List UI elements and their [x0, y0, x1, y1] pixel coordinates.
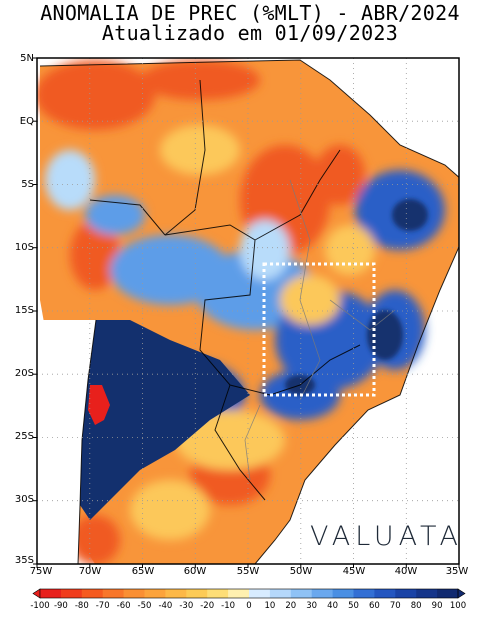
colorbar-swatch	[395, 589, 417, 598]
colorbar-swatch	[437, 589, 459, 598]
lat-label-20s: 20S	[14, 368, 34, 379]
colorbar-swatch	[40, 589, 62, 598]
colorbar-min-arrow	[32, 588, 41, 599]
map-title: ANOMALIA DE PREC (%MLT) - ABR/2024	[40, 1, 460, 25]
colorbar-swatch	[186, 589, 208, 598]
colorbar-tick-label: -60	[116, 601, 131, 611]
lat-label-25s: 25S	[14, 431, 34, 442]
colorbar-tick-label: 80	[410, 601, 422, 611]
colorbar-max-arrow	[457, 588, 466, 599]
colorbar-swatch	[374, 589, 396, 598]
valuata-logo-text: VALUATA	[310, 521, 463, 552]
lon-label-40w: 40W	[394, 566, 418, 577]
lat-label-15s: 15S	[14, 305, 34, 316]
colorbar-tick-label: 60	[368, 601, 380, 611]
colorbar-tick-label: -100	[30, 601, 50, 611]
highlight-region-box	[262, 262, 376, 397]
colorbar-tick-label: 100	[449, 601, 467, 611]
lon-label-75w: 75W	[29, 566, 53, 577]
colorbar-tick-label: -50	[137, 601, 152, 611]
colorbar-tick-label: 50	[348, 601, 359, 611]
colorbar-swatch	[416, 589, 438, 598]
lat-label-eq: EQ	[19, 116, 34, 127]
anomaly-field	[37, 58, 459, 564]
colorbar	[32, 588, 466, 599]
colorbar-tick-label: -90	[53, 601, 68, 611]
colorbar-tick-label: -10	[221, 601, 236, 611]
lat-label-35s: 35S	[14, 555, 34, 566]
colorbar-swatch	[353, 589, 375, 598]
colorbar-tick-label: -80	[74, 601, 89, 611]
colorbar-swatch	[81, 589, 104, 598]
grid-lines	[37, 58, 459, 564]
colorbar-tick-label: -30	[179, 601, 194, 611]
colorbar-tick-label: 20	[285, 601, 297, 611]
colorbar-swatch	[123, 589, 145, 598]
lat-label-30s: 30S	[14, 494, 34, 505]
colorbar-swatch	[228, 589, 250, 598]
colorbar-swatch	[290, 589, 313, 598]
lon-label-65w: 65W	[131, 566, 155, 577]
lon-label-70w: 70W	[78, 566, 102, 577]
colorbar-swatch	[269, 589, 292, 598]
colorbar-tick-label: 40	[327, 601, 338, 611]
lon-label-45w: 45W	[342, 566, 366, 577]
colorbar-tick-label: 10	[264, 601, 276, 611]
lon-label-60w: 60W	[183, 566, 207, 577]
colorbar-tick-label: 30	[306, 601, 318, 611]
colorbar-swatch	[249, 589, 271, 598]
west-strong-wet-zone	[80, 320, 250, 520]
colorbar-swatch	[207, 589, 229, 598]
colorbar-swatch	[102, 589, 124, 598]
lat-label-10s: 10S	[14, 242, 34, 253]
colorbar-swatch	[60, 589, 83, 598]
map-subtitle: Atualizado em 01/09/2023	[101, 21, 399, 45]
colorbar-tick-label: -40	[158, 601, 173, 611]
colorbar-tick-label: 70	[389, 601, 401, 611]
colorbar-swatch	[311, 589, 333, 598]
colorbar-swatch	[165, 589, 187, 598]
lon-label-35w: 35W	[445, 566, 469, 577]
lon-label-55w: 55W	[236, 566, 260, 577]
colorbar-swatch	[144, 589, 166, 598]
colorbar-tick-label: -70	[95, 601, 110, 611]
lat-label-5s: 5S	[21, 179, 34, 190]
colorbar-swatch	[332, 589, 354, 598]
colorbar-tick-label: 90	[431, 601, 443, 611]
lon-label-50w: 50W	[289, 566, 313, 577]
colorbar-tick-label: 0	[246, 601, 252, 611]
colorbar-tick-label: -20	[200, 601, 215, 611]
lat-label-5n: 5N	[20, 53, 34, 64]
